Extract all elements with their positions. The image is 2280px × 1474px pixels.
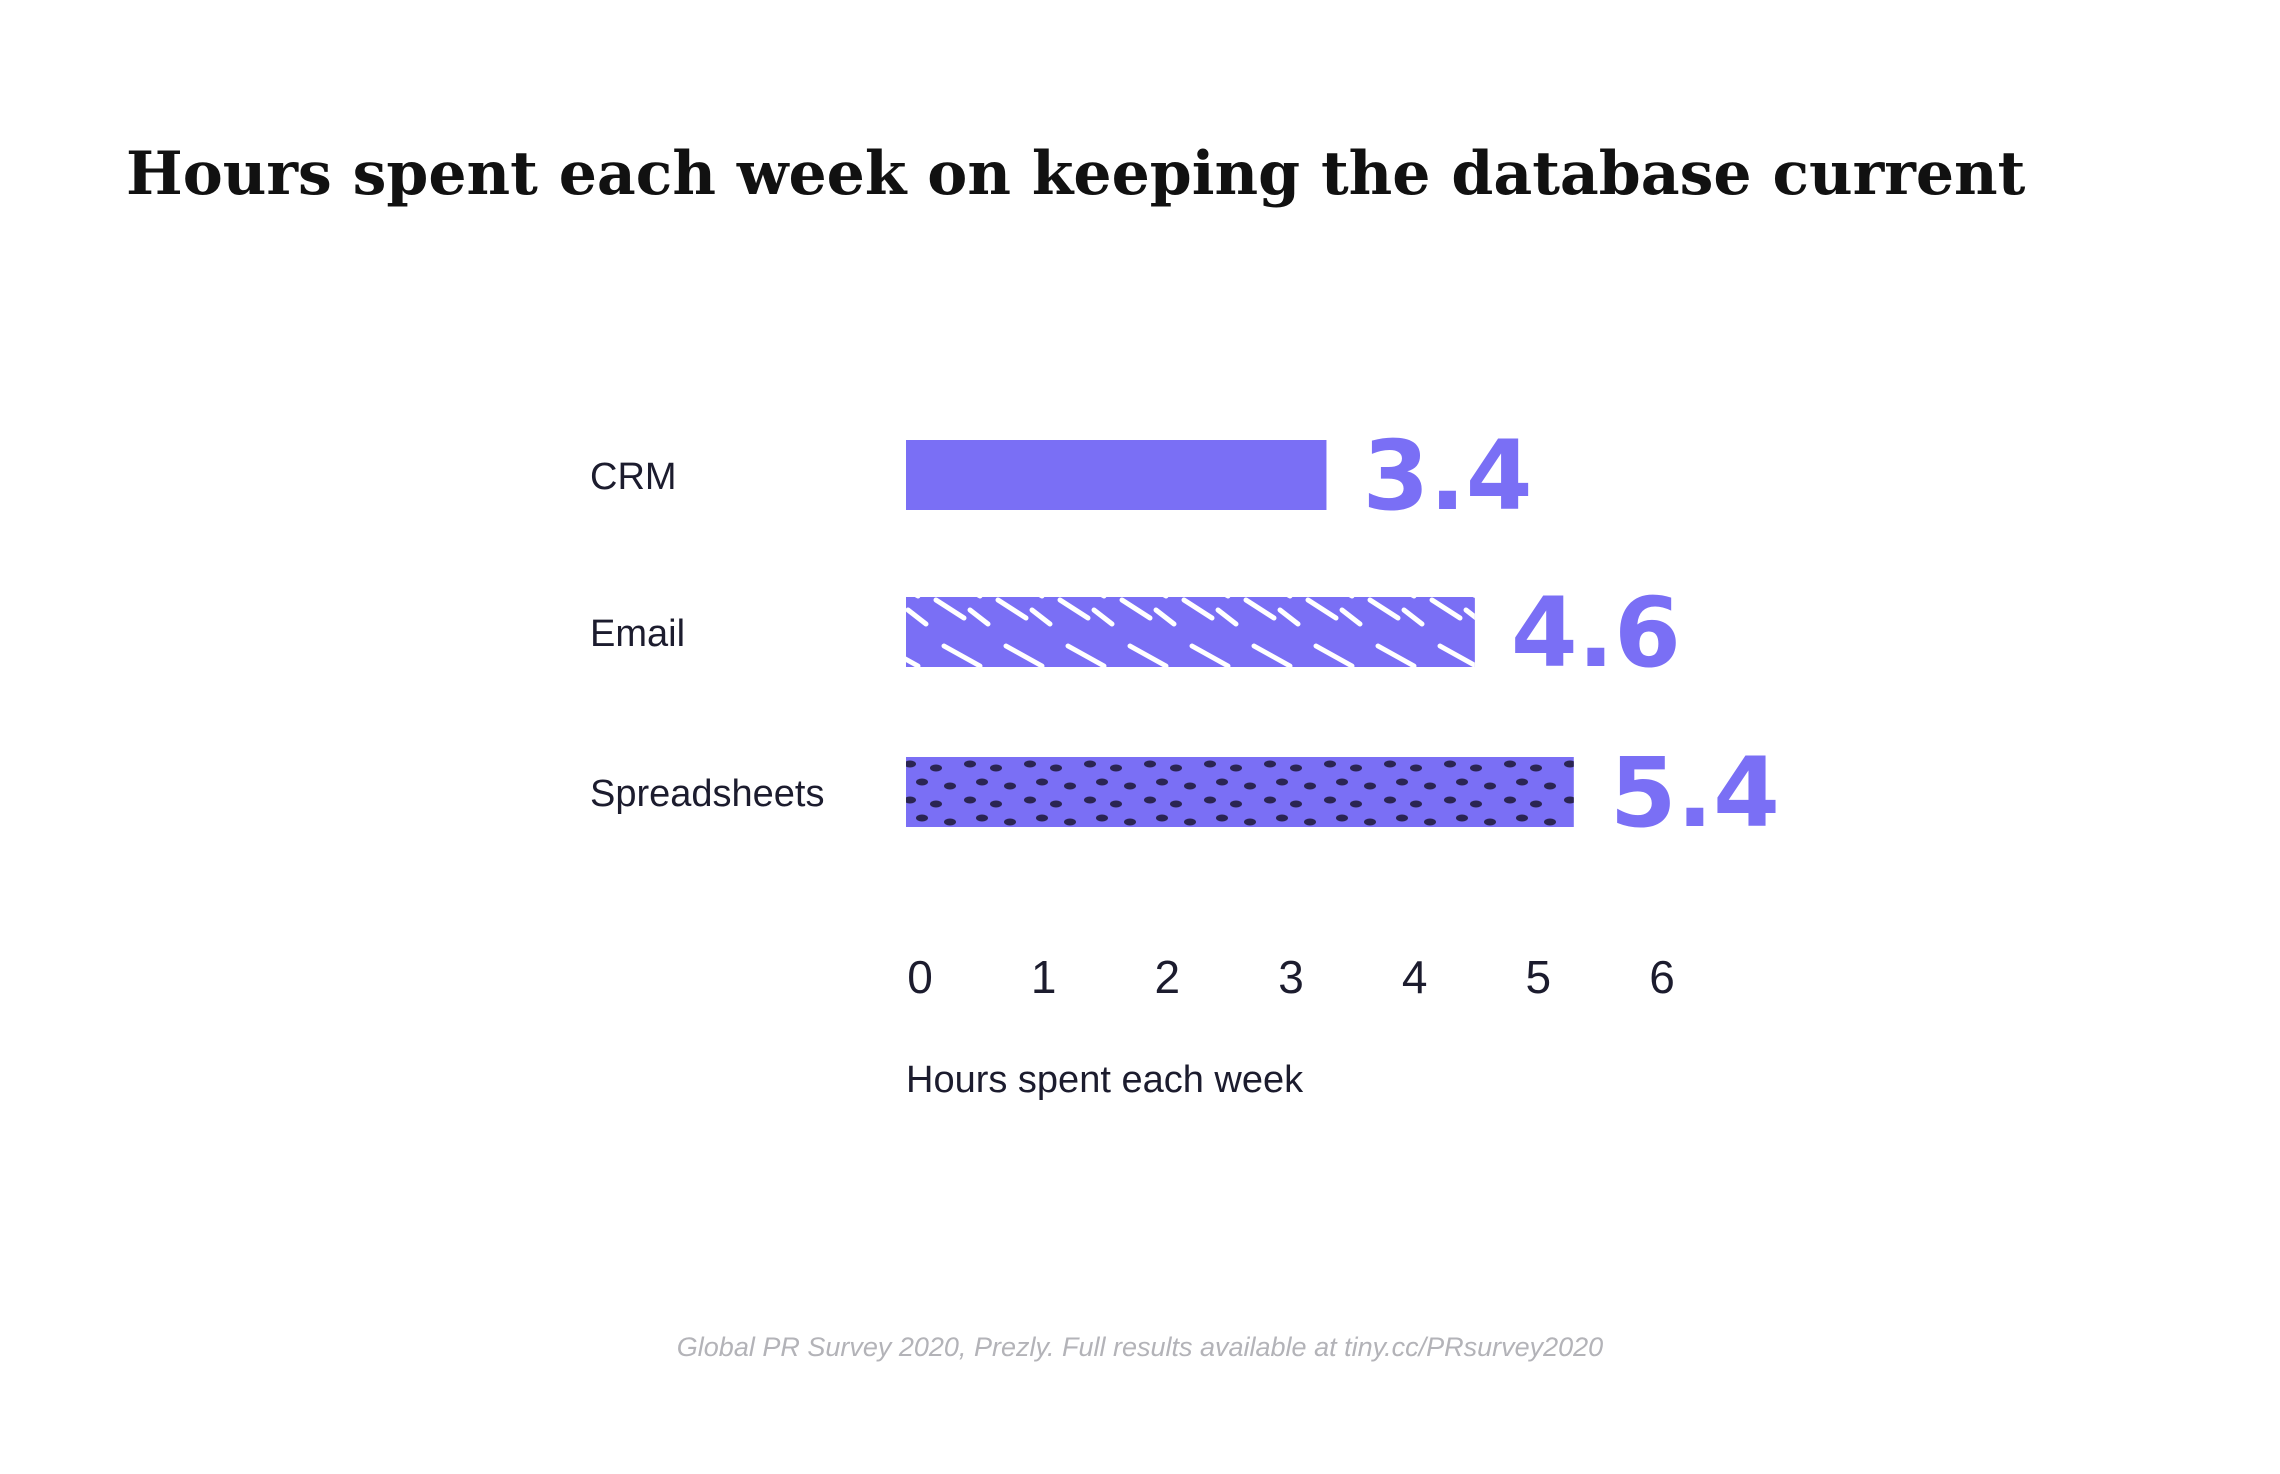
x-tick-label: 4 xyxy=(1402,951,1428,1003)
x-tick-label: 5 xyxy=(1526,951,1552,1003)
chart-title: Hours spent each week on keeping the dat… xyxy=(126,139,2026,209)
bar-pattern-email xyxy=(906,597,1475,667)
value-label-crm: 3.4 xyxy=(1362,420,1532,532)
bars-layer: CRM 3.4 Email 4.6 Spreadsheets 5.4 xyxy=(590,420,1780,849)
category-label-crm: CRM xyxy=(590,456,677,498)
category-label-email: Email xyxy=(590,613,685,655)
bar-crm xyxy=(906,440,1327,510)
bar-pattern-spreadsheets xyxy=(906,757,1574,827)
x-axis-label: Hours spent each week xyxy=(906,1059,1304,1101)
category-label-spreadsheets: Spreadsheets xyxy=(590,773,825,815)
value-label-email: 4.6 xyxy=(1511,577,1681,689)
source-note: Global PR Survey 2020, Prezly. Full resu… xyxy=(677,1332,1603,1362)
x-axis-ticks: 0 1 2 3 4 5 6 xyxy=(907,951,1675,1003)
x-tick-label: 1 xyxy=(1031,951,1057,1003)
x-tick-label: 6 xyxy=(1649,951,1675,1003)
x-tick-label: 2 xyxy=(1155,951,1181,1003)
x-tick-label: 3 xyxy=(1278,951,1304,1003)
value-label-spreadsheets: 5.4 xyxy=(1610,737,1780,849)
x-tick-label: 0 xyxy=(907,951,933,1003)
